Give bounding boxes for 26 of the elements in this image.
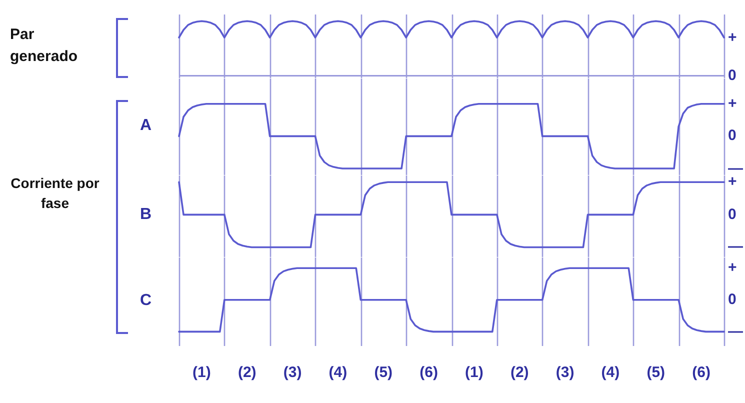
text: (6): [691, 364, 712, 382]
text: (5): [646, 364, 666, 382]
text: (3): [554, 364, 576, 382]
text: (3): [282, 364, 303, 382]
text: (5): [373, 364, 394, 382]
text: 0: [728, 290, 736, 309]
text: +: [728, 259, 737, 278]
text: (4): [600, 364, 621, 382]
y-axis-title: Par generado: [10, 25, 79, 67]
text: 0: [728, 66, 736, 85]
text: Corriente por fase: [10, 174, 100, 213]
y-axis-title: C: [140, 292, 152, 310]
text: 0: [728, 127, 736, 146]
text: +: [728, 28, 737, 47]
y-axis-title: A: [140, 116, 152, 134]
text: (4): [328, 364, 348, 382]
text: 0: [728, 206, 736, 224]
text: —: [728, 238, 743, 256]
text: +: [728, 94, 737, 113]
text: —: [728, 322, 743, 341]
text: (2): [236, 364, 258, 382]
text: (1): [464, 364, 484, 382]
text: (2): [509, 364, 530, 382]
text: (1): [192, 364, 212, 382]
y-axis-title: B: [140, 206, 152, 224]
text: (6): [418, 364, 439, 382]
